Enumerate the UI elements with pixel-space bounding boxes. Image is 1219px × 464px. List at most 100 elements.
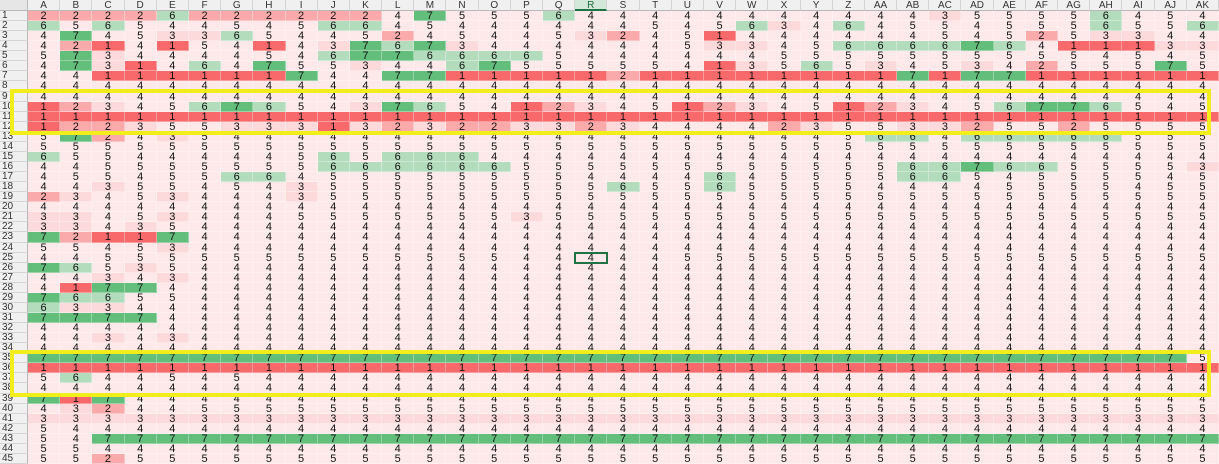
cell-X29[interactable]: 4 [768,292,801,303]
cell-N44[interactable]: 4 [446,443,479,454]
cell-K42[interactable]: 4 [349,423,383,434]
cell-C33[interactable]: 3 [92,333,125,344]
cell-V13[interactable]: 4 [703,131,737,142]
cell-L15[interactable]: 6 [382,151,415,162]
cell-M7[interactable]: 7 [414,71,447,82]
cell-AE10[interactable]: 6 [993,101,1026,112]
cell-AB4[interactable]: 6 [897,41,930,52]
cell-AK35[interactable]: 5 [1186,353,1219,364]
cell-G23[interactable]: 4 [221,232,254,243]
cell-M32[interactable]: 4 [414,323,447,334]
cell-O25[interactable]: 5 [478,252,511,263]
cell-C1[interactable]: 2 [92,11,125,22]
cell-S28[interactable]: 4 [607,282,640,293]
cell-Y13[interactable]: 4 [800,131,833,142]
cell-AB35[interactable]: 7 [897,353,930,364]
cell-H31[interactable]: 4 [253,313,286,324]
cell-H6[interactable]: 7 [253,61,286,72]
cell-N19[interactable]: 5 [446,192,479,203]
cell-AG40[interactable]: 5 [1058,403,1091,414]
cell-AF13[interactable]: 6 [1025,131,1059,142]
cell-P15[interactable]: 4 [510,151,544,162]
cell-Y25[interactable]: 5 [800,252,833,263]
cell-T36[interactable]: 1 [639,363,672,374]
cell-AE15[interactable]: 4 [993,151,1026,162]
cell-U3[interactable]: 5 [671,31,704,42]
cell-Z5[interactable]: 5 [832,51,865,62]
cell-Q5[interactable]: 5 [543,51,576,62]
cell-AK26[interactable]: 4 [1186,262,1219,273]
cell-J20[interactable]: 4 [317,202,350,213]
cell-AI27[interactable]: 4 [1122,272,1155,283]
cell-Y39[interactable]: 4 [800,393,833,404]
cell-AE29[interactable]: 4 [993,292,1026,303]
cell-S22[interactable]: 4 [607,222,640,233]
cell-A5[interactable]: 5 [28,51,61,62]
cell-F33[interactable]: 4 [188,333,222,344]
cell-K31[interactable]: 4 [349,313,383,324]
cell-X22[interactable]: 4 [768,222,801,233]
cell-T16[interactable]: 5 [639,162,672,173]
cell-Z6[interactable]: 5 [832,61,865,72]
cell-V18[interactable]: 6 [703,182,737,193]
row-header-44[interactable]: 44 [0,443,28,454]
cell-AD41[interactable]: 3 [961,413,994,424]
cell-W2[interactable]: 6 [736,21,769,32]
cell-S27[interactable]: 4 [607,272,640,283]
cell-M11[interactable]: 1 [414,111,447,122]
cell-AI29[interactable]: 4 [1122,292,1155,303]
cell-L27[interactable]: 4 [382,272,415,283]
cell-W33[interactable]: 4 [736,333,769,344]
cell-T25[interactable]: 4 [639,252,672,263]
cell-B28[interactable]: 1 [60,282,93,293]
cell-AK20[interactable]: 4 [1186,202,1219,213]
cell-AJ39[interactable]: 4 [1154,393,1187,404]
cell-G45[interactable]: 5 [221,453,254,464]
cell-AE9[interactable]: 4 [993,91,1026,102]
row-header-33[interactable]: 33 [0,333,28,344]
cell-Y9[interactable]: 4 [800,91,833,102]
cell-E15[interactable]: 4 [156,151,189,162]
cell-AE41[interactable]: 3 [993,413,1026,424]
row-header-39[interactable]: 39 [0,393,28,404]
cell-B35[interactable]: 7 [60,353,93,364]
cell-M41[interactable]: 3 [414,413,447,424]
cell-AB30[interactable]: 4 [897,302,930,313]
column-header-AD[interactable]: AD [961,0,994,11]
cell-AB19[interactable]: 5 [897,192,930,203]
cell-S3[interactable]: 2 [607,31,640,42]
cell-AH45[interactable]: 5 [1090,453,1123,464]
cell-T10[interactable]: 5 [639,101,672,112]
cell-AG26[interactable]: 4 [1058,262,1091,273]
cell-K41[interactable]: 3 [349,413,383,424]
cell-AG19[interactable]: 5 [1058,192,1091,203]
cell-AH43[interactable]: 7 [1090,433,1123,444]
cell-F42[interactable]: 4 [188,423,222,434]
column-header-AG[interactable]: AG [1058,0,1091,11]
cell-AK36[interactable]: 1 [1186,363,1219,374]
cell-Q36[interactable]: 1 [543,363,576,374]
cell-D39[interactable]: 4 [124,393,157,404]
cell-X44[interactable]: 4 [768,443,801,454]
cell-E25[interactable]: 5 [156,252,189,263]
column-header-AC[interactable]: AC [929,0,962,11]
cell-X41[interactable]: 3 [768,413,801,424]
cell-T2[interactable]: 5 [639,21,672,32]
cell-V45[interactable]: 5 [703,453,737,464]
cell-AJ25[interactable]: 5 [1154,252,1187,263]
cell-Q24[interactable]: 4 [543,242,576,253]
cell-P1[interactable]: 5 [510,11,544,22]
cell-O30[interactable]: 4 [478,302,511,313]
cell-Z30[interactable]: 4 [832,302,865,313]
cell-S14[interactable]: 5 [607,141,640,152]
cell-R5[interactable]: 4 [575,51,608,62]
cell-F14[interactable]: 5 [188,141,222,152]
cell-L4[interactable]: 6 [382,41,415,52]
cell-J2[interactable]: 6 [317,21,350,32]
cell-P6[interactable]: 5 [510,61,544,72]
cell-N13[interactable]: 4 [446,131,479,142]
cell-AE26[interactable]: 4 [993,262,1026,273]
cell-Y7[interactable]: 1 [800,71,833,82]
cell-AD35[interactable]: 7 [961,353,994,364]
